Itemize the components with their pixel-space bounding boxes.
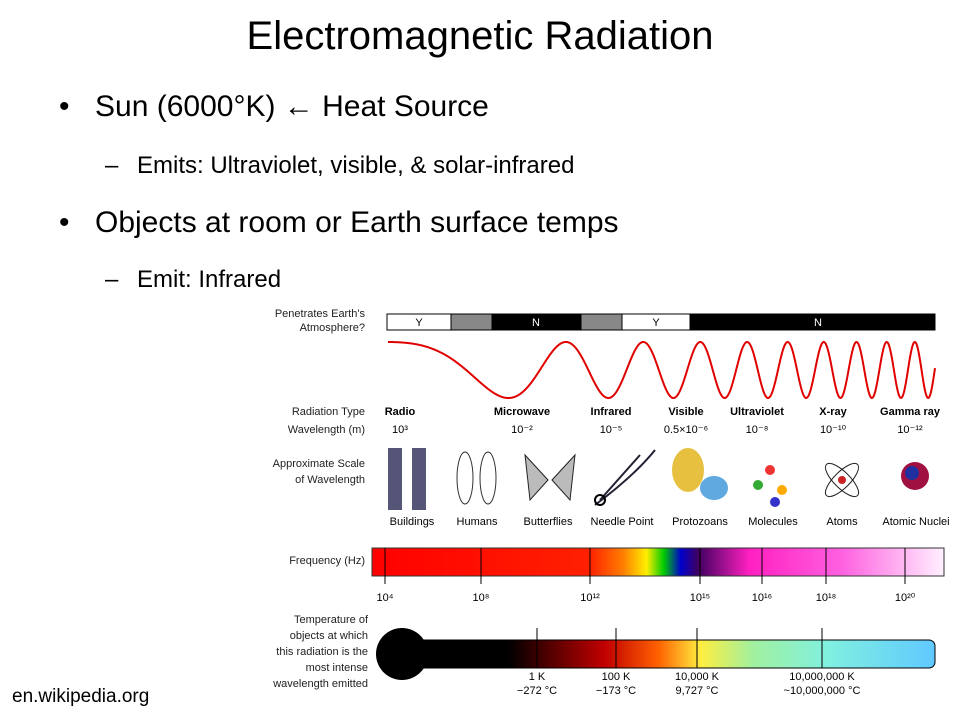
label: Frequency (Hz) xyxy=(289,555,365,567)
label: Radiation Type xyxy=(292,406,365,418)
radiation-type: X-ray xyxy=(819,406,847,418)
atmosphere-band: Y xyxy=(415,317,423,329)
wavelength: 10⁻¹⁰ xyxy=(820,424,847,436)
frequency: 10¹² xyxy=(580,592,600,604)
icon-molecule xyxy=(753,480,763,490)
label: Temperature of xyxy=(294,614,369,626)
scale-object: Buildings xyxy=(390,516,435,528)
frequency: 10⁴ xyxy=(377,592,394,604)
wavelength: 10³ xyxy=(392,424,408,436)
icon-atom xyxy=(824,462,860,498)
label: wavelength emitted xyxy=(272,678,368,690)
icon-needle-eye xyxy=(594,494,606,506)
frequency: 10¹⁶ xyxy=(752,592,772,604)
frequency: 10²⁰ xyxy=(895,592,916,604)
label: most intense xyxy=(306,662,368,674)
atmosphere-segment xyxy=(580,313,623,331)
temperature-kelvin: 1 K xyxy=(529,671,546,683)
temperature-kelvin: 100 K xyxy=(602,671,631,683)
frequency-bar xyxy=(371,547,945,577)
radiation-type: Ultraviolet xyxy=(730,406,784,418)
scale-object: Atomic Nuclei xyxy=(882,516,949,528)
icon-nucleus xyxy=(905,466,919,480)
frequency: 10¹⁸ xyxy=(816,592,837,604)
icon-protozoan xyxy=(672,448,704,492)
atmosphere-segment xyxy=(689,313,936,331)
slide-title: Electromagnetic Radiation xyxy=(246,14,714,58)
label: Approximate Scale xyxy=(273,458,365,470)
scale-object: Butterflies xyxy=(524,516,573,528)
atmosphere-band: N xyxy=(532,317,540,329)
thermometer-tube xyxy=(401,639,936,669)
wavelength: 0.5×10⁻⁶ xyxy=(664,424,708,436)
radiation-type: Infrared xyxy=(591,406,632,418)
label: objects at which xyxy=(290,630,368,642)
label: this radiation is the xyxy=(276,646,368,658)
sub-bullet: Emit: Infrared xyxy=(105,266,281,294)
frequency: 10¹⁵ xyxy=(690,592,710,604)
sub-bullet: Emits: Ultraviolet, visible, & solar-inf… xyxy=(105,152,575,180)
icon-atom-nucleus xyxy=(838,476,846,484)
radiation-type: Radio xyxy=(385,406,416,418)
label: Atmosphere? xyxy=(300,322,365,334)
scale-object: Humans xyxy=(457,516,498,528)
temperature-kelvin: 10,000,000 K xyxy=(789,671,855,683)
icon-protozoan xyxy=(700,476,728,500)
bullet: Objects at room or Earth surface temps xyxy=(59,206,619,240)
bullet: Sun (6000°K) ← Heat Source xyxy=(59,90,489,124)
scale-object: Protozoans xyxy=(672,516,728,528)
wavelength: 10⁻¹² xyxy=(897,424,923,436)
label: Wavelength (m) xyxy=(288,424,365,436)
atmosphere-segment xyxy=(450,313,493,331)
wave xyxy=(388,340,936,400)
wavelength: 10⁻⁵ xyxy=(600,424,623,436)
icon-building xyxy=(388,448,402,510)
atmosphere-band: Y xyxy=(652,317,660,329)
icon-molecule xyxy=(770,497,780,507)
atmosphere-band: N xyxy=(814,317,822,329)
icon-needle xyxy=(594,449,656,506)
label: of Wavelength xyxy=(295,474,365,486)
icon-human xyxy=(479,451,497,505)
temperature-kelvin: 10,000 K xyxy=(675,671,720,683)
icon-molecule xyxy=(777,485,787,495)
radiation-type: Microwave xyxy=(494,406,550,418)
label: Penetrates Earth's xyxy=(275,308,366,320)
icon-molecule xyxy=(765,465,775,475)
radiation-type: Gamma ray xyxy=(880,406,941,418)
source: en.wikipedia.org xyxy=(12,686,150,707)
frequency: 10⁸ xyxy=(473,592,490,604)
scale-object: Molecules xyxy=(748,516,798,528)
thermometer-bulb xyxy=(376,628,428,680)
radiation-type: Visible xyxy=(668,406,703,418)
wavelength: 10⁻⁸ xyxy=(746,424,769,436)
icon-atom xyxy=(824,462,860,498)
scale-object: Needle Point xyxy=(591,516,654,528)
temperature-celsius: 9,727 °C xyxy=(676,685,719,697)
icon-human xyxy=(456,451,474,505)
icon-building xyxy=(412,448,426,510)
icon-butterfly xyxy=(524,453,576,502)
temperature-celsius: ~10,000,000 °C xyxy=(784,685,861,697)
temperature-celsius: −272 °C xyxy=(517,685,557,697)
temperature-celsius: −173 °C xyxy=(596,685,636,697)
wavelength: 10⁻² xyxy=(511,424,533,436)
scale-object: Atoms xyxy=(826,516,858,528)
